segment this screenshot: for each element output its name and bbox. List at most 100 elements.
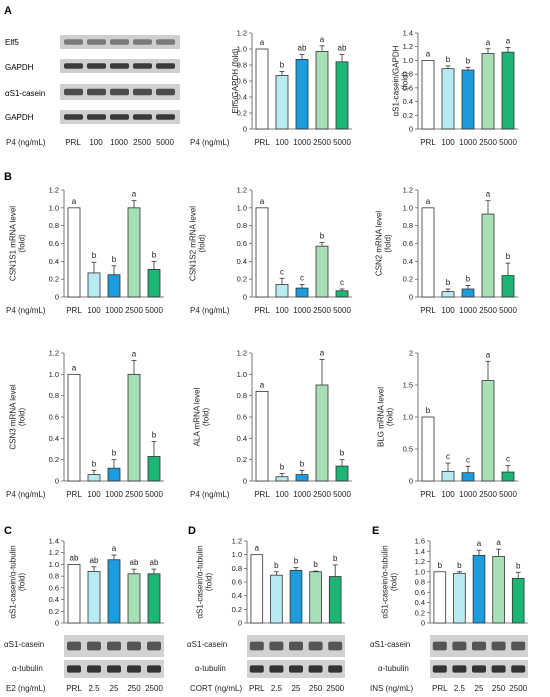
blot-band — [64, 63, 83, 69]
significance-letter: ab — [298, 44, 307, 53]
blot-strips: αS1-casein α-tubulin — [370, 635, 528, 678]
y-axis-label-line: CSN1S1 mRNA level — [9, 206, 18, 281]
y-tick-label: 1.2 — [415, 557, 425, 566]
significance-letter: b — [92, 251, 97, 260]
y-tick-label: 0.8 — [403, 70, 413, 79]
x-tick-label: 2500 — [326, 684, 344, 693]
y-axis-label-line: αS1-casein/α-tubulin — [381, 545, 390, 618]
blot-strips: αS1-casein α-tubulin — [187, 635, 345, 678]
y-axis-label: αS1-casein/α-tubulin (fold) — [381, 545, 399, 618]
y-tick-label: 1.4 — [415, 547, 425, 556]
significance-letter: b — [92, 459, 97, 468]
blot-band — [133, 39, 152, 45]
x-tick-label: PRL — [249, 684, 265, 693]
bar — [147, 268, 161, 298]
x-tick-label: PRL — [432, 684, 448, 693]
significance-letter: c — [446, 452, 450, 461]
bar — [501, 275, 515, 298]
significance-letter: a — [112, 544, 117, 553]
y-axis-label: CSN1S1 mRNA level (fold) — [9, 206, 27, 281]
y-tick-label: 1.0 — [403, 413, 413, 422]
bar — [335, 465, 349, 482]
y-tick-label: 0 — [409, 125, 413, 134]
y-axis-label-line: (fold) — [18, 573, 27, 592]
y-tick-label: 0.8 — [232, 564, 242, 573]
significance-letter: b — [320, 232, 325, 241]
significance-letter: b — [152, 250, 157, 259]
x-axis-label: P4 (ng/mL) — [190, 490, 230, 499]
blot-band — [269, 641, 284, 651]
y-tick-label: 1.0 — [403, 203, 413, 212]
bar — [147, 573, 161, 624]
significance-letter: b — [280, 60, 285, 69]
x-tick-label: 2500 — [313, 490, 331, 499]
y-tick-label: 1.0 — [232, 550, 242, 559]
y-tick-label: 1.2 — [49, 548, 59, 557]
blot-a-lane-label: 100 — [89, 138, 103, 147]
y-tick-label: 0.6 — [415, 588, 425, 597]
bar — [315, 245, 329, 298]
blot-band — [452, 665, 467, 673]
y-tick-label: 1.0 — [403, 56, 413, 65]
y-tick-label: 1.0 — [49, 370, 59, 379]
y-tick-label: 0.4 — [403, 257, 413, 266]
x-tick-label: 1000 — [293, 138, 311, 147]
y-tick-label: 1.0 — [237, 203, 247, 212]
significance-letter: a — [72, 363, 77, 372]
y-tick-label: 0.2 — [415, 608, 425, 617]
bar — [461, 69, 475, 130]
x-tick-label: PRL — [66, 306, 82, 315]
blot-band — [156, 63, 175, 69]
x-axis-label: P4 (ng/mL) — [6, 490, 46, 499]
blot-label-elf5: Elf5 — [5, 38, 19, 47]
y-tick-label: 1.2 — [403, 42, 413, 51]
x-axis-label: INS (ng/mL) — [370, 684, 413, 693]
y-tick-label: 0 — [409, 477, 413, 486]
y-axis-label: αS1-casein/α-tubulin (fold) — [196, 545, 214, 618]
y-tick-label: 1.0 — [237, 370, 247, 379]
panel-label-a: A — [4, 5, 12, 17]
significance-letter: c — [280, 267, 284, 276]
y-axis-label-line: CSN3 mRNA level — [9, 384, 18, 450]
significance-letter: b — [274, 561, 279, 570]
significance-letter: a — [132, 349, 137, 358]
x-tick-label: PRL — [254, 490, 270, 499]
panel-label-d: D — [188, 525, 196, 537]
x-tick-label: 100 — [275, 490, 289, 499]
y-tick-label: 0.2 — [237, 109, 247, 118]
blot-band — [147, 665, 161, 673]
x-tick-label: 5000 — [333, 490, 351, 499]
y-tick-label: 0.4 — [403, 97, 413, 106]
significance-letter: b — [446, 55, 451, 64]
x-axis-label: P4 (ng/mL) — [6, 306, 46, 315]
chart-E-ins: 0 0.20.40.60.8 1.01.21.41.6 αS1-casein/α-tu… — [370, 537, 528, 693]
y-axis-label: CSN2 mRNA level (fold) — [375, 211, 393, 277]
bar — [275, 476, 289, 482]
significance-letter: a — [260, 38, 265, 47]
blot-a-lane-label: 2500 — [133, 138, 151, 147]
y-tick-label: 1.0 — [49, 203, 59, 212]
y-tick-label: 1.2 — [403, 186, 413, 195]
y-tick-label: 0.6 — [237, 239, 247, 248]
y-axis-label-line: (fold) — [401, 72, 410, 91]
x-tick-label: 250 — [492, 684, 506, 693]
blot-band — [452, 641, 467, 651]
significance-letter: a — [320, 348, 325, 357]
y-axis-label-line: (fold) — [198, 234, 207, 253]
bar — [275, 284, 289, 298]
blot-a-lane-label: PRL — [65, 138, 81, 147]
chart-C-e2: 0 0.2 0.4 0.6 0.8 1.0 1.2 1.4 αS1-casein/α-tubul… — [6, 537, 164, 693]
x-tick-label: 100 — [275, 138, 289, 147]
y-tick-label: 1.0 — [237, 45, 247, 54]
blot-band — [87, 88, 106, 96]
blot-band — [147, 641, 161, 651]
significance-letter: a — [72, 197, 77, 206]
x-tick-label: 2500 — [313, 138, 331, 147]
blot-band — [127, 641, 141, 651]
significance-letter: c — [300, 274, 304, 283]
y-tick-label: 0.8 — [49, 572, 59, 581]
significance-letter: b — [516, 561, 521, 570]
bar — [107, 559, 121, 624]
y-tick-label: 0.8 — [403, 221, 413, 230]
y-tick-label: 0 — [55, 619, 59, 628]
